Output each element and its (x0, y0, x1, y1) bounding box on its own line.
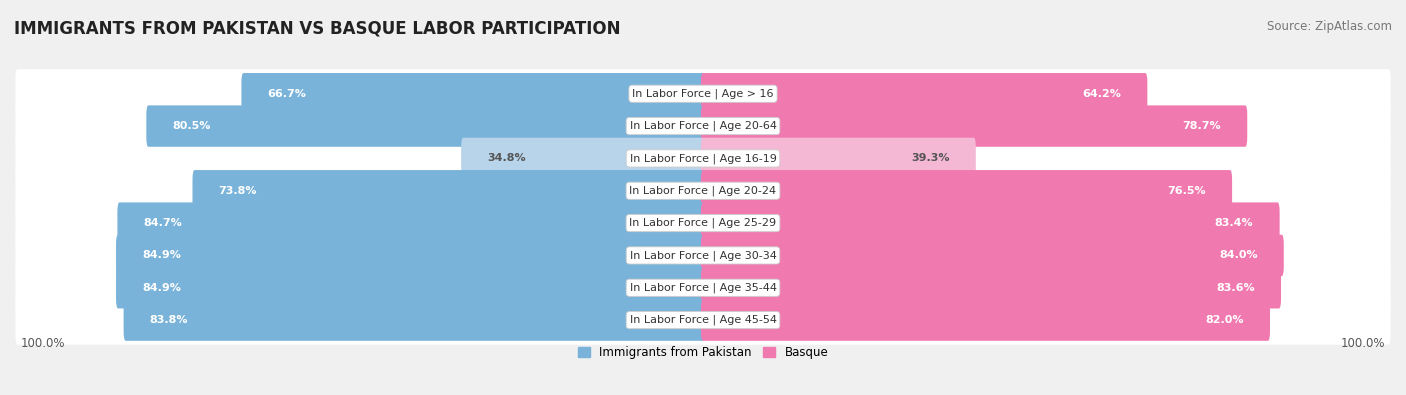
FancyBboxPatch shape (242, 73, 704, 115)
Text: 84.7%: 84.7% (143, 218, 183, 228)
Text: 39.3%: 39.3% (911, 153, 949, 164)
Text: 83.8%: 83.8% (150, 315, 188, 325)
Text: 73.8%: 73.8% (219, 186, 257, 196)
FancyBboxPatch shape (702, 138, 976, 179)
Text: In Labor Force | Age 20-24: In Labor Force | Age 20-24 (630, 186, 776, 196)
FancyBboxPatch shape (702, 73, 1147, 115)
Text: In Labor Force | Age 25-29: In Labor Force | Age 25-29 (630, 218, 776, 228)
Text: 82.0%: 82.0% (1205, 315, 1244, 325)
FancyBboxPatch shape (702, 235, 1284, 276)
Text: In Labor Force | Age 30-34: In Labor Force | Age 30-34 (630, 250, 776, 261)
FancyBboxPatch shape (702, 267, 1281, 308)
Text: 83.4%: 83.4% (1215, 218, 1254, 228)
Text: 78.7%: 78.7% (1182, 121, 1220, 131)
Text: 83.6%: 83.6% (1216, 283, 1254, 293)
Text: IMMIGRANTS FROM PAKISTAN VS BASQUE LABOR PARTICIPATION: IMMIGRANTS FROM PAKISTAN VS BASQUE LABOR… (14, 20, 620, 38)
FancyBboxPatch shape (15, 231, 1391, 280)
FancyBboxPatch shape (15, 134, 1391, 183)
FancyBboxPatch shape (124, 299, 704, 341)
Text: 34.8%: 34.8% (488, 153, 526, 164)
Text: 80.5%: 80.5% (173, 121, 211, 131)
FancyBboxPatch shape (117, 267, 704, 308)
FancyBboxPatch shape (461, 138, 704, 179)
FancyBboxPatch shape (193, 170, 704, 211)
Text: 66.7%: 66.7% (267, 89, 307, 99)
FancyBboxPatch shape (15, 199, 1391, 248)
FancyBboxPatch shape (702, 299, 1270, 341)
Text: In Labor Force | Age 45-54: In Labor Force | Age 45-54 (630, 315, 776, 325)
Text: 84.9%: 84.9% (142, 250, 181, 260)
FancyBboxPatch shape (702, 170, 1232, 211)
FancyBboxPatch shape (146, 105, 704, 147)
FancyBboxPatch shape (117, 235, 704, 276)
Text: In Labor Force | Age 16-19: In Labor Force | Age 16-19 (630, 153, 776, 164)
Text: In Labor Force | Age 20-64: In Labor Force | Age 20-64 (630, 121, 776, 131)
Text: 84.0%: 84.0% (1219, 250, 1257, 260)
Text: 100.0%: 100.0% (21, 337, 66, 350)
FancyBboxPatch shape (15, 166, 1391, 215)
Text: In Labor Force | Age 35-44: In Labor Force | Age 35-44 (630, 282, 776, 293)
FancyBboxPatch shape (15, 263, 1391, 312)
FancyBboxPatch shape (15, 69, 1391, 118)
Text: 100.0%: 100.0% (1340, 337, 1385, 350)
FancyBboxPatch shape (702, 202, 1279, 244)
FancyBboxPatch shape (117, 202, 704, 244)
FancyBboxPatch shape (702, 105, 1247, 147)
Text: 84.9%: 84.9% (142, 283, 181, 293)
Text: In Labor Force | Age > 16: In Labor Force | Age > 16 (633, 88, 773, 99)
FancyBboxPatch shape (15, 295, 1391, 345)
Text: 64.2%: 64.2% (1083, 89, 1121, 99)
Text: Source: ZipAtlas.com: Source: ZipAtlas.com (1267, 20, 1392, 33)
Text: 76.5%: 76.5% (1167, 186, 1206, 196)
Legend: Immigrants from Pakistan, Basque: Immigrants from Pakistan, Basque (574, 341, 832, 364)
FancyBboxPatch shape (15, 102, 1391, 150)
